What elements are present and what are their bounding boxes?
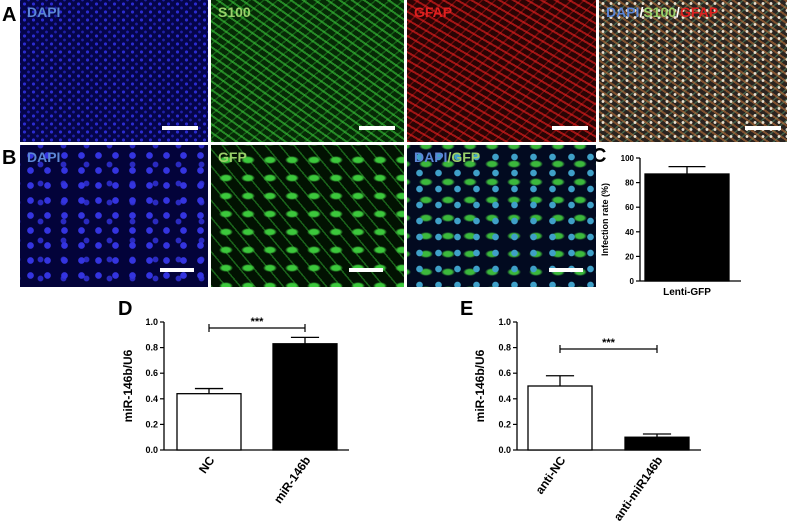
- y-tick-label: 1.0: [145, 317, 158, 327]
- label-s100: S100: [218, 4, 251, 20]
- label-gfp: GFP: [218, 149, 247, 165]
- y-axis-label: Infection rate (%): [600, 183, 610, 256]
- y-tick-label: 40: [625, 228, 634, 237]
- label-merge-dapi: DAPI: [606, 4, 640, 20]
- y-tick-label: 0.6: [145, 368, 158, 378]
- panel-letter-b: B: [2, 147, 17, 169]
- panel-letter-d: D: [118, 298, 133, 320]
- y-axis-label: miR-146b/U6: [473, 349, 487, 422]
- category-label: miR-146b: [271, 454, 313, 506]
- category-label: anti-NC: [533, 453, 569, 496]
- bar: [644, 173, 730, 282]
- y-tick-label: 100: [621, 154, 635, 163]
- micrograph-b-merge: DAPI/GFP: [407, 145, 596, 287]
- y-tick-label: 0.6: [498, 368, 511, 378]
- bar: [527, 385, 593, 451]
- y-tick-label: 0.4: [145, 394, 158, 404]
- micrograph-b-dapi: DAPI: [20, 145, 208, 287]
- chart-mir146b-inhibition: 0.0 0.2 0.4 0.6 0.8 1.0 miR-146b/U6 anti-NC anti…: [473, 317, 701, 524]
- micrograph-a-gfap: GFAP: [407, 0, 596, 142]
- label-merge-sep: /: [676, 4, 680, 20]
- micrograph-a-merge: DAPI/S100/GFAP: [599, 0, 787, 142]
- scale-bar: [162, 126, 198, 130]
- label-dapi: DAPI: [27, 149, 61, 165]
- bar: [176, 393, 242, 451]
- micrograph-b-gfp: GFP: [211, 145, 404, 287]
- label-gfap: GFAP: [414, 4, 453, 20]
- bar: [272, 343, 338, 451]
- significance-label: ***: [251, 316, 265, 328]
- chart-mir146b-overexpression: 0.0 0.2 0.4 0.6 0.8 1.0 miR-146b/U6 NC miR-146b *…: [121, 316, 349, 506]
- y-tick-label: 20: [625, 252, 634, 261]
- scale-bar: [349, 268, 383, 272]
- label-merge-b: DAPI/GFP: [414, 149, 480, 165]
- category-label: Lenti-GFP: [663, 287, 711, 298]
- micrograph-a-s100: S100: [211, 0, 404, 142]
- y-tick-label: 0: [630, 277, 635, 286]
- label-merge-a: DAPI/S100/GFAP: [606, 4, 718, 20]
- label-merge-gfp: GFP: [451, 149, 481, 165]
- label-merge-sep: /: [639, 4, 644, 20]
- label-dapi: DAPI: [27, 4, 61, 20]
- y-tick-label: 1.0: [498, 317, 511, 327]
- y-tick-label: 0.2: [498, 419, 511, 429]
- label-merge-gfap: GFAP: [679, 4, 719, 20]
- y-tick-label: 60: [625, 203, 634, 212]
- scale-bar: [745, 126, 781, 130]
- y-tick-label: 0.4: [498, 394, 511, 404]
- y-axis-label: miR-146b/U6: [121, 349, 135, 422]
- label-merge-dapi: DAPI: [414, 149, 448, 165]
- significance-label: ***: [602, 337, 616, 349]
- y-tick-label: 0.0: [145, 445, 158, 455]
- panel-letter-e: E: [460, 298, 474, 320]
- y-tick-label: 0.8: [145, 343, 158, 353]
- scale-bar: [549, 268, 583, 272]
- y-tick-label: 0.0: [498, 445, 511, 455]
- y-tick-label: 0.2: [145, 419, 158, 429]
- scale-bar: [359, 126, 395, 130]
- panel-letter-a: A: [2, 4, 17, 26]
- scale-bar: [552, 126, 588, 130]
- y-tick-label: 80: [625, 179, 634, 188]
- label-merge-sep: /: [447, 149, 452, 165]
- scale-bar: [160, 268, 194, 272]
- chart-infection-rate: 0 20 40 60 80 100 Infection rate (%) Lenti-GFP: [600, 154, 741, 298]
- bar: [624, 436, 690, 451]
- category-label: NC: [196, 453, 218, 476]
- y-tick-label: 0.8: [498, 343, 511, 353]
- label-merge-s100: S100: [643, 4, 677, 20]
- category-label: anti-miR146b: [611, 454, 666, 524]
- micrograph-a-dapi: DAPI: [20, 0, 208, 142]
